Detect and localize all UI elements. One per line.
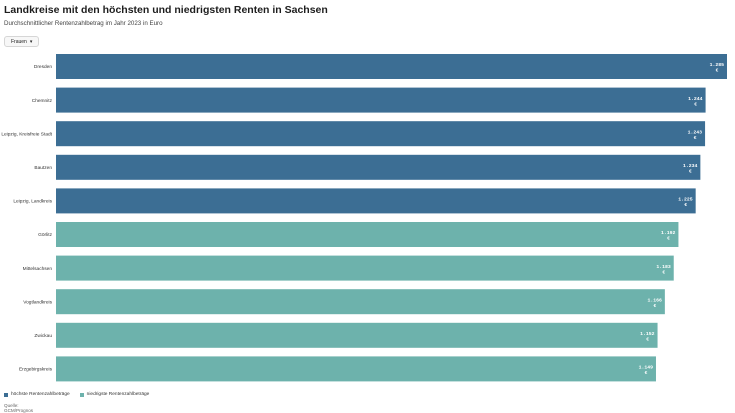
bar-value-label: 1.166	[647, 297, 662, 303]
category-label: Görlitz	[38, 232, 52, 238]
bar-unit-label: €	[667, 236, 670, 242]
category-label: Leipzig, Kreisfreie Stadt	[1, 131, 52, 137]
legend-label-highest: höchste Rentenzahlbeträge	[11, 392, 70, 397]
bar-lowest[interactable]	[56, 222, 679, 247]
category-label: Chemnitz	[32, 98, 53, 104]
bar-value-label: 1.234	[683, 163, 698, 169]
bar-unit-label: €	[689, 169, 692, 175]
bar-unit-label: €	[694, 101, 697, 107]
category-label: Zwickau	[34, 333, 52, 339]
category-label: Mittelsachsen	[23, 266, 53, 272]
bar-unit-label: €	[684, 202, 687, 208]
bar-value-label: 1.285	[710, 62, 725, 68]
category-label: Bautzen	[34, 165, 52, 171]
legend-item-highest: höchste Rentenzahlbeträge	[4, 392, 70, 397]
bar-unit-label: €	[694, 135, 697, 141]
gender-filter-dropdown[interactable]: Frauen ▾	[4, 36, 40, 47]
bar-lowest[interactable]	[56, 322, 658, 348]
bar-value-label: 1.149	[639, 365, 654, 371]
bar-unit-label: €	[662, 269, 665, 275]
bar-highest[interactable]	[56, 54, 727, 79]
bar-unit-label: €	[646, 337, 649, 343]
category-label: Dresden	[34, 64, 52, 70]
source-label: Quelle:	[4, 403, 19, 408]
chevron-down-icon: ▾	[29, 38, 33, 45]
bar-lowest[interactable]	[56, 356, 656, 382]
bar-highest[interactable]	[56, 87, 706, 113]
bar-value-label: 1.183	[656, 264, 671, 270]
bar-value-label: 1.152	[640, 331, 655, 337]
source-value: GCM/Prognos	[4, 408, 34, 413]
legend-item-lowest: niedrigste Rentenzahlbeträge	[79, 392, 150, 397]
bar-value-label: 1.225	[678, 197, 693, 203]
category-label: Vogtlandkreis	[23, 299, 52, 305]
bar-highest[interactable]	[56, 188, 696, 214]
bar-lowest[interactable]	[56, 255, 674, 281]
category-label: Leipzig, Landkreis	[13, 199, 52, 205]
legend-swatch-lowest	[79, 392, 84, 397]
bar-unit-label: €	[716, 68, 719, 74]
category-label: Erzgebirgskreis	[19, 367, 53, 373]
dropdown-selected-value: Frauen	[11, 38, 27, 45]
chart-legend: höchste Rentenzahlbeträge niedrigste Ren…	[4, 392, 149, 397]
bar-unit-label: €	[653, 303, 656, 309]
bar-value-label: 1.243	[688, 129, 703, 135]
bar-highest[interactable]	[56, 154, 701, 180]
legend-swatch-highest	[4, 392, 8, 397]
bar-highest[interactable]	[56, 121, 706, 147]
bar-value-label: 1.192	[661, 230, 676, 236]
bar-value-label: 1.244	[688, 96, 703, 102]
bar-unit-label: €	[645, 370, 648, 376]
bar-lowest[interactable]	[56, 289, 665, 315]
legend-label-lowest: niedrigste Rentenzahlbeträge	[86, 392, 150, 397]
chart-subtitle: Durchschnittlicher Rentenzahlbetrag im J…	[4, 20, 163, 27]
chart-title: Landkreise mit den höchsten und niedrigs…	[4, 4, 328, 16]
